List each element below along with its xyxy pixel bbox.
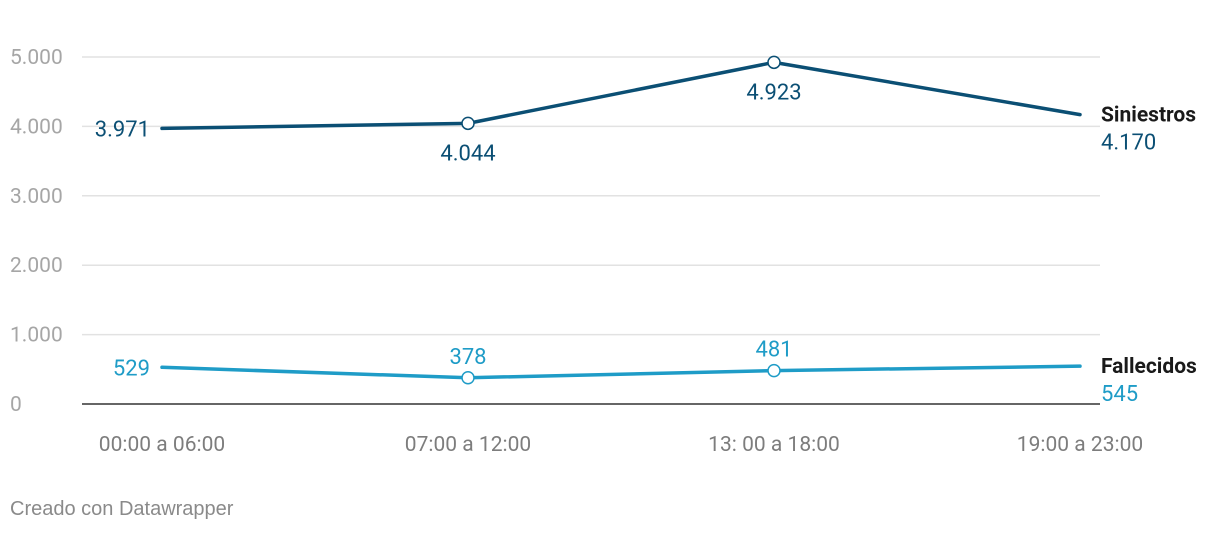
y-tick-label: 1.000 bbox=[10, 324, 63, 348]
data-point-marker bbox=[767, 55, 781, 70]
data-point-marker bbox=[461, 371, 475, 385]
x-tick-label: 13: 00 a 18:00 bbox=[708, 433, 840, 457]
data-point-marker bbox=[767, 363, 781, 378]
data-point-marker bbox=[461, 116, 475, 131]
data-label: 4.044 bbox=[440, 141, 495, 166]
y-tick-label: 2.000 bbox=[10, 254, 63, 278]
series-line-siniestros bbox=[160, 60, 1082, 131]
series-name-label: Fallecidos bbox=[1101, 355, 1197, 379]
data-label: 378 bbox=[449, 345, 486, 370]
data-label: 545 bbox=[1101, 382, 1138, 407]
data-label: 4.923 bbox=[746, 80, 801, 105]
data-label: 481 bbox=[755, 338, 792, 363]
series-name-label: Siniestros bbox=[1101, 104, 1196, 128]
y-tick-label: 3.000 bbox=[10, 185, 63, 209]
x-tick-label: 00:00 a 06:00 bbox=[99, 433, 225, 457]
x-tick-label: 07:00 a 12:00 bbox=[405, 433, 531, 457]
y-tick-label: 0 bbox=[10, 393, 22, 417]
data-label: 4.170 bbox=[1101, 131, 1156, 156]
series-line-fallecidos bbox=[160, 364, 1082, 380]
y-tick-label: 5.000 bbox=[10, 46, 63, 70]
credit-text: Creado con Datawrapper bbox=[10, 498, 234, 520]
x-tick-label: 19:00 a 23:00 bbox=[1017, 433, 1143, 457]
data-label: 3.971 bbox=[95, 117, 150, 142]
data-label: 529 bbox=[113, 356, 150, 381]
y-tick-label: 4.000 bbox=[10, 115, 63, 139]
